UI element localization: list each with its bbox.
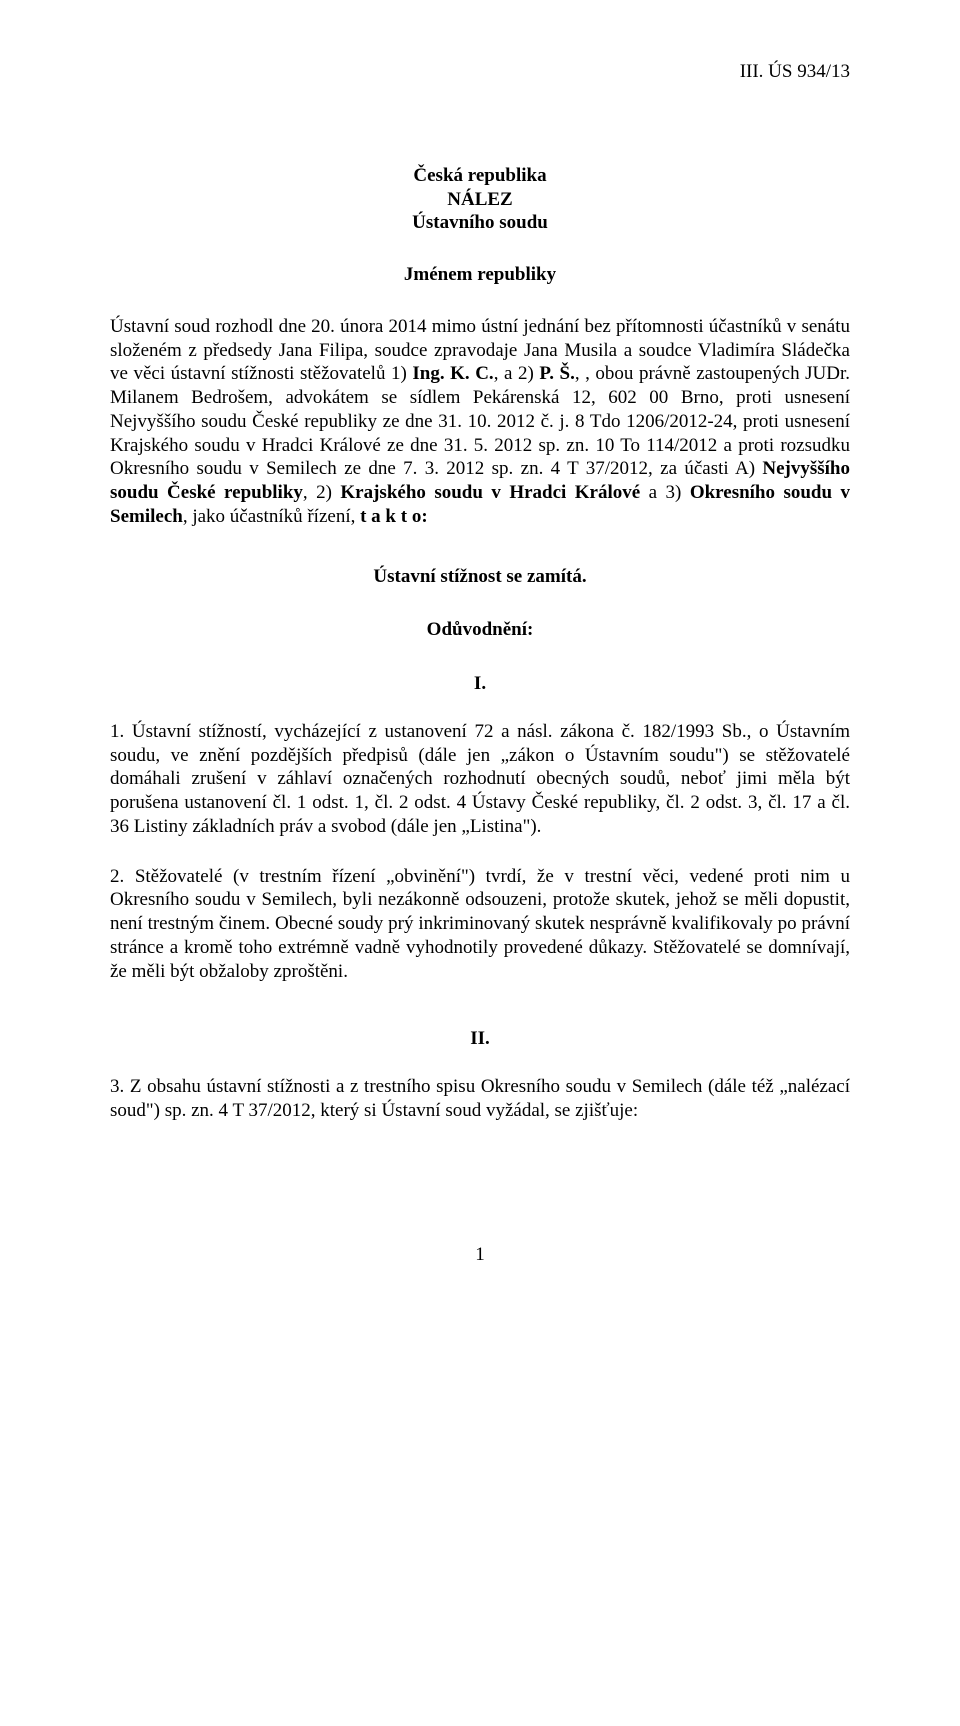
reasoning-header: Odůvodnění: xyxy=(110,618,850,642)
verdict: Ústavní stížnost se zamítá. xyxy=(110,565,850,589)
title-block: Česká republika NÁLEZ Ústavního soudu xyxy=(110,164,850,235)
main-sep1: , a 2) xyxy=(494,363,540,384)
paragraph-1: 1. Ústavní stížností, vycházející z usta… xyxy=(110,720,850,839)
title-country: Česká republika xyxy=(110,164,850,188)
case-number: III. ÚS 934/13 xyxy=(110,60,850,84)
paragraph-2: 2. Stěžovatelé (v trestním řízení „obvin… xyxy=(110,865,850,984)
court-b: Krajského soudu v Hradci Králové xyxy=(340,482,640,503)
page-number: 1 xyxy=(110,1243,850,1267)
main-sepa: , 2) xyxy=(303,482,340,503)
paragraph-3: 3. Z obsahu ústavní stížnosti a z trestn… xyxy=(110,1075,850,1123)
party-2: P. Š. xyxy=(539,363,574,384)
subject-line: Jménem republiky xyxy=(110,263,850,287)
title-court: Ústavního soudu xyxy=(110,211,850,235)
main-sepb: a 3) xyxy=(640,482,690,503)
party-1: Ing. K. C. xyxy=(412,363,493,384)
title-type: NÁLEZ xyxy=(110,188,850,212)
takto: t a k t o: xyxy=(360,506,428,527)
section-i-number: I. xyxy=(110,672,850,696)
section-ii-number: II. xyxy=(110,1027,850,1051)
main-paragraph: Ústavní soud rozhodl dne 20. února 2014 … xyxy=(110,315,850,529)
main-tail: , jako účastníků řízení, xyxy=(183,506,360,527)
